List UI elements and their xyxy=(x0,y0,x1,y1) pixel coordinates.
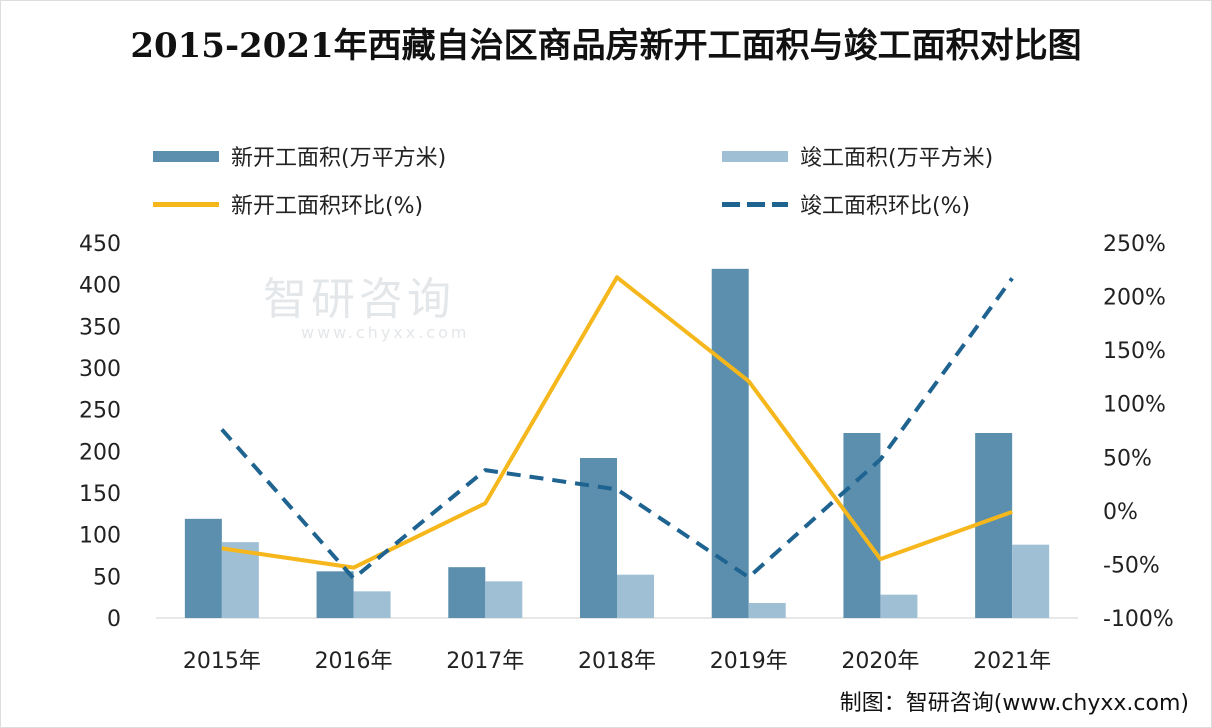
bar-completed-area xyxy=(1012,544,1050,618)
legend-label: 新开工面积环比(%) xyxy=(231,194,424,219)
right-axis-tick: 100% xyxy=(1103,393,1166,418)
left-axis-tick: 350 xyxy=(79,315,121,340)
legend-item-new-yoy: 新开工面积环比(%) xyxy=(153,188,423,220)
x-axis-tick: 2021年 xyxy=(973,649,1051,674)
x-axis-tick: 2020年 xyxy=(841,649,919,674)
watermark-url: www.chyxx.com xyxy=(301,323,470,342)
legend-label: 新开工面积(万平方米) xyxy=(231,146,447,171)
x-axis-tick: 2019年 xyxy=(710,649,788,674)
left-axis-tick: 150 xyxy=(79,482,121,507)
right-axis-tick: -100% xyxy=(1103,607,1174,632)
left-axis-tick: 450 xyxy=(79,232,121,257)
bar-completed-area xyxy=(485,581,523,618)
x-axis-tick: 2016年 xyxy=(315,649,393,674)
bar-completed-area xyxy=(880,594,918,618)
left-axis-tick: 0 xyxy=(107,607,121,632)
legend-item-new-area: 新开工面积(万平方米) xyxy=(153,140,446,172)
legend-label: 竣工面积(万平方米) xyxy=(800,146,994,171)
bar-new-area xyxy=(316,571,354,618)
right-axis-tick: 50% xyxy=(1103,446,1152,471)
left-axis-tick: 300 xyxy=(79,357,121,382)
source-footer: 制图：智研咨询(www.chyxx.com) xyxy=(839,691,1189,716)
legend-item-completed-yoy: 竣工面积环比(%) xyxy=(722,188,970,220)
chart-title: 2015-2021年西藏自治区商品房新开工面积与竣工面积对比图 xyxy=(130,26,1082,66)
watermark-logo: 智研咨询 xyxy=(263,274,455,325)
bar-new-area xyxy=(184,518,222,618)
bar-new-area xyxy=(448,567,486,618)
left-axis-tick: 400 xyxy=(79,274,121,299)
legend-label: 竣工面积环比(%) xyxy=(800,194,971,219)
x-axis-tick: 2015年 xyxy=(183,649,261,674)
legend-swatch xyxy=(722,150,788,162)
legend-swatch xyxy=(722,201,788,207)
bar-new-area xyxy=(580,458,617,618)
right-axis-tick: 200% xyxy=(1103,286,1166,311)
left-axis-tick: 100 xyxy=(79,524,121,549)
right-axis-tick: -50% xyxy=(1103,553,1160,578)
bar-completed-area xyxy=(617,574,654,618)
bar-new-area xyxy=(975,433,1013,618)
bar-new-area xyxy=(711,268,749,618)
legend-item-completed-area: 竣工面积(万平方米) xyxy=(722,140,993,172)
left-axis-tick: 200 xyxy=(79,440,121,465)
right-axis-tick: 250% xyxy=(1103,232,1166,257)
bar-new-area xyxy=(843,433,881,618)
bar-completed-area xyxy=(748,603,786,618)
x-axis-tick: 2017年 xyxy=(446,649,524,674)
legend-swatch xyxy=(153,150,219,162)
legend-swatch xyxy=(153,201,219,207)
bar-completed-area xyxy=(353,591,391,618)
right-axis-tick: 150% xyxy=(1103,339,1166,364)
right-axis-tick: 0% xyxy=(1103,500,1138,525)
left-axis-tick: 50 xyxy=(93,565,121,590)
x-axis-tick: 2018年 xyxy=(578,649,656,674)
left-axis-tick: 250 xyxy=(79,399,121,424)
